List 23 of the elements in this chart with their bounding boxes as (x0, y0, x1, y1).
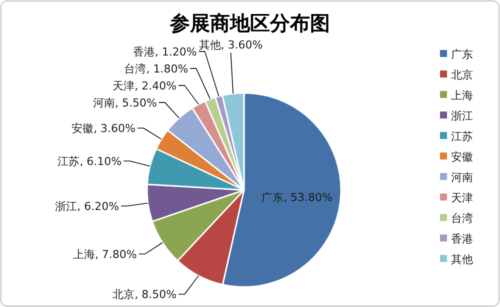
data-label: 其他, 3.60% (198, 38, 263, 52)
legend-label: 香港 (451, 232, 473, 246)
legend-label: 北京 (451, 68, 473, 82)
data-label: 台湾, 1.80% (124, 62, 188, 76)
data-label: 天津, 2.40% (112, 79, 177, 92)
legend-label: 江苏 (451, 130, 473, 143)
legend-label: 天津 (451, 192, 473, 204)
data-label: 上海, 7.80% (72, 248, 137, 262)
chart-title: 参展商地区分布图 (169, 11, 330, 35)
legend-label: 浙江 (451, 110, 473, 122)
data-label: 浙江, 6.20% (55, 200, 120, 213)
data-label: 江苏, 6.10% (58, 154, 122, 168)
legend-label: 广东 (451, 48, 473, 61)
data-label: 香港, 1.20% (132, 45, 197, 58)
legend-label: 上海 (451, 89, 473, 102)
legend-label: 台湾 (451, 212, 473, 225)
data-label: 北京, 8.50% (112, 288, 177, 302)
data-label: 广东, 53.80% (262, 190, 332, 204)
legend-label: 河南 (451, 171, 473, 184)
legend-label: 安徽 (451, 150, 473, 164)
data-label: 河南, 5.50% (92, 96, 157, 110)
legend-label: 其他 (451, 253, 473, 266)
data-label: 安徽, 3.60% (72, 122, 136, 136)
